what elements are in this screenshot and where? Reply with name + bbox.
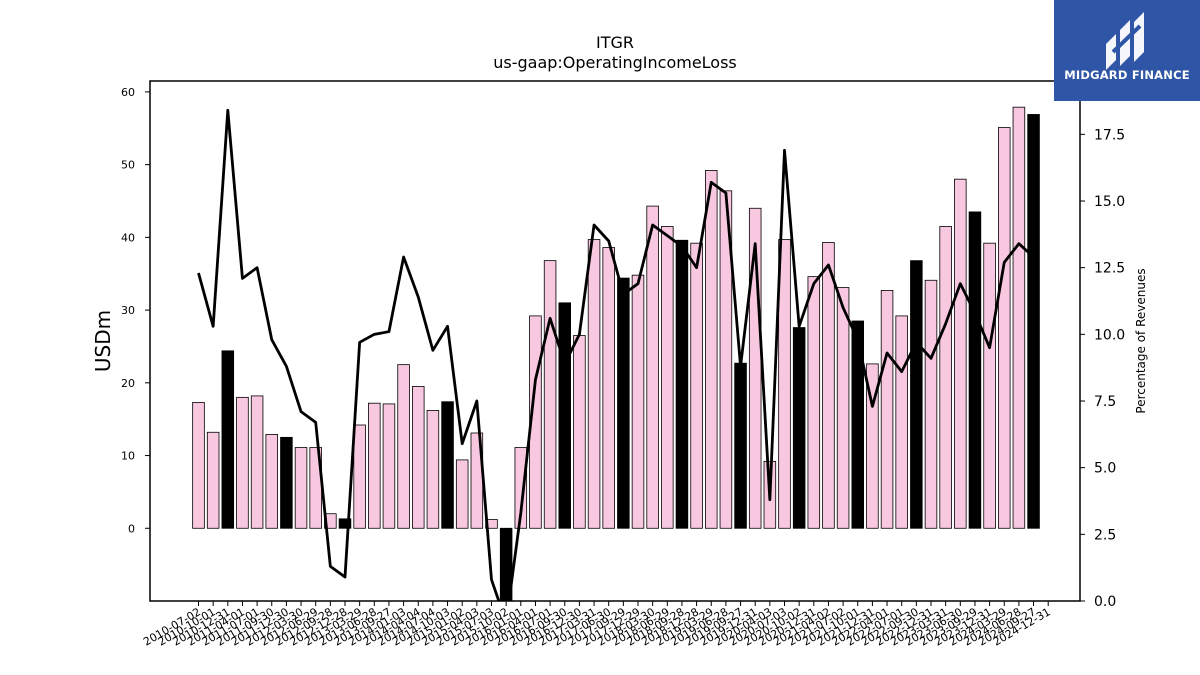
quarter-bar [807, 276, 821, 529]
y-tick-label: 20 [121, 377, 135, 390]
quarter-bar [690, 242, 703, 529]
y-tick-label: 30 [121, 304, 135, 317]
bars-layer [192, 106, 1040, 602]
y-tick-label: 0 [128, 522, 135, 535]
quarter-bar [353, 424, 366, 529]
quarter-bar [983, 242, 996, 529]
y2-tick-label: 2.5 [1094, 527, 1116, 543]
chart-title: ITGR [596, 33, 634, 52]
y-tick-label: 60 [121, 86, 135, 99]
quarter-bar [1012, 106, 1026, 529]
annual-bar [1027, 114, 1040, 529]
quarter-bar [836, 287, 850, 529]
quarter-bar [587, 239, 601, 529]
quarter-bar [250, 395, 264, 529]
quarter-bar [206, 431, 220, 529]
margin-line [197, 108, 1035, 601]
y-tick-label: 50 [121, 159, 135, 172]
annual-bar [338, 518, 352, 529]
quarter-bar [455, 459, 469, 529]
y2-tick-label: 12.5 [1094, 261, 1125, 277]
quarter-bar [543, 260, 557, 529]
quarter-bar [514, 447, 528, 529]
y2-tick-label: 7.5 [1094, 394, 1116, 410]
quarter-bar [924, 279, 938, 529]
brand-logo: MIDGARD FINANCE [1054, 0, 1200, 101]
annual-bar [910, 260, 923, 529]
quarter-bar [426, 410, 440, 529]
quarter-bar [368, 402, 381, 529]
quarter-bar [411, 386, 425, 529]
brand-mark-icon [1106, 12, 1144, 70]
quarter-bar [631, 274, 645, 529]
quarter-bar [192, 402, 205, 529]
line-layer [197, 108, 1035, 601]
quarter-bar [602, 247, 615, 529]
plot-frame [149, 80, 1081, 602]
quarter-bar [778, 239, 791, 529]
quarter-bar [573, 335, 586, 529]
quarter-bar [661, 226, 674, 529]
quarter-bar [895, 315, 908, 529]
chart-subtitle: us-gaap:OperatingIncomeLoss [493, 53, 737, 72]
annual-bar [617, 277, 630, 529]
y2-axis-label: Percentage of Revenues [1134, 268, 1148, 413]
annual-bar [280, 436, 293, 529]
x-axis: 2010-07-022010-10-012010-12-312011-04-01… [141, 601, 1053, 649]
annual-bar [675, 239, 689, 529]
y2-tick-label: 15.0 [1094, 194, 1125, 210]
y-tick-label: 10 [121, 450, 135, 463]
y-tick-label: 40 [121, 231, 135, 244]
quarter-bar [880, 290, 894, 529]
quarter-bar [954, 178, 967, 529]
y-axis-right: 0.0 2.5 5.0 7.5 10.0 12.5 15.0 17.5 [1080, 127, 1125, 610]
y-axis-label: USDm [91, 310, 115, 372]
y2-tick-label: 0.0 [1094, 594, 1116, 610]
annual-bar [221, 350, 235, 529]
annual-bar [968, 211, 982, 529]
y2-tick-label: 17.5 [1094, 127, 1125, 143]
brand-name: MIDGARD FINANCE [1064, 68, 1190, 82]
quarter-bar [939, 226, 952, 529]
annual-bar [441, 401, 454, 529]
quarter-bar [397, 364, 410, 529]
quarter-bar [382, 403, 396, 529]
quarter-bar [705, 170, 718, 529]
quarter-bar [998, 127, 1011, 529]
y2-tick-label: 5.0 [1094, 461, 1116, 477]
quarter-bar [294, 447, 308, 529]
y-axis-left: 0 10 20 30 40 50 60 [121, 86, 150, 535]
annual-bar [851, 320, 865, 529]
annual-bar [558, 302, 572, 529]
quarter-bar [265, 434, 278, 529]
annual-bar [792, 327, 806, 529]
y2-tick-label: 10.0 [1094, 327, 1125, 343]
quarter-bar [822, 242, 835, 529]
quarter-bar [719, 190, 733, 529]
annual-bar [734, 362, 747, 529]
quarter-bar [866, 363, 879, 529]
quarter-bar [236, 396, 249, 529]
quarter-bar [646, 205, 659, 529]
